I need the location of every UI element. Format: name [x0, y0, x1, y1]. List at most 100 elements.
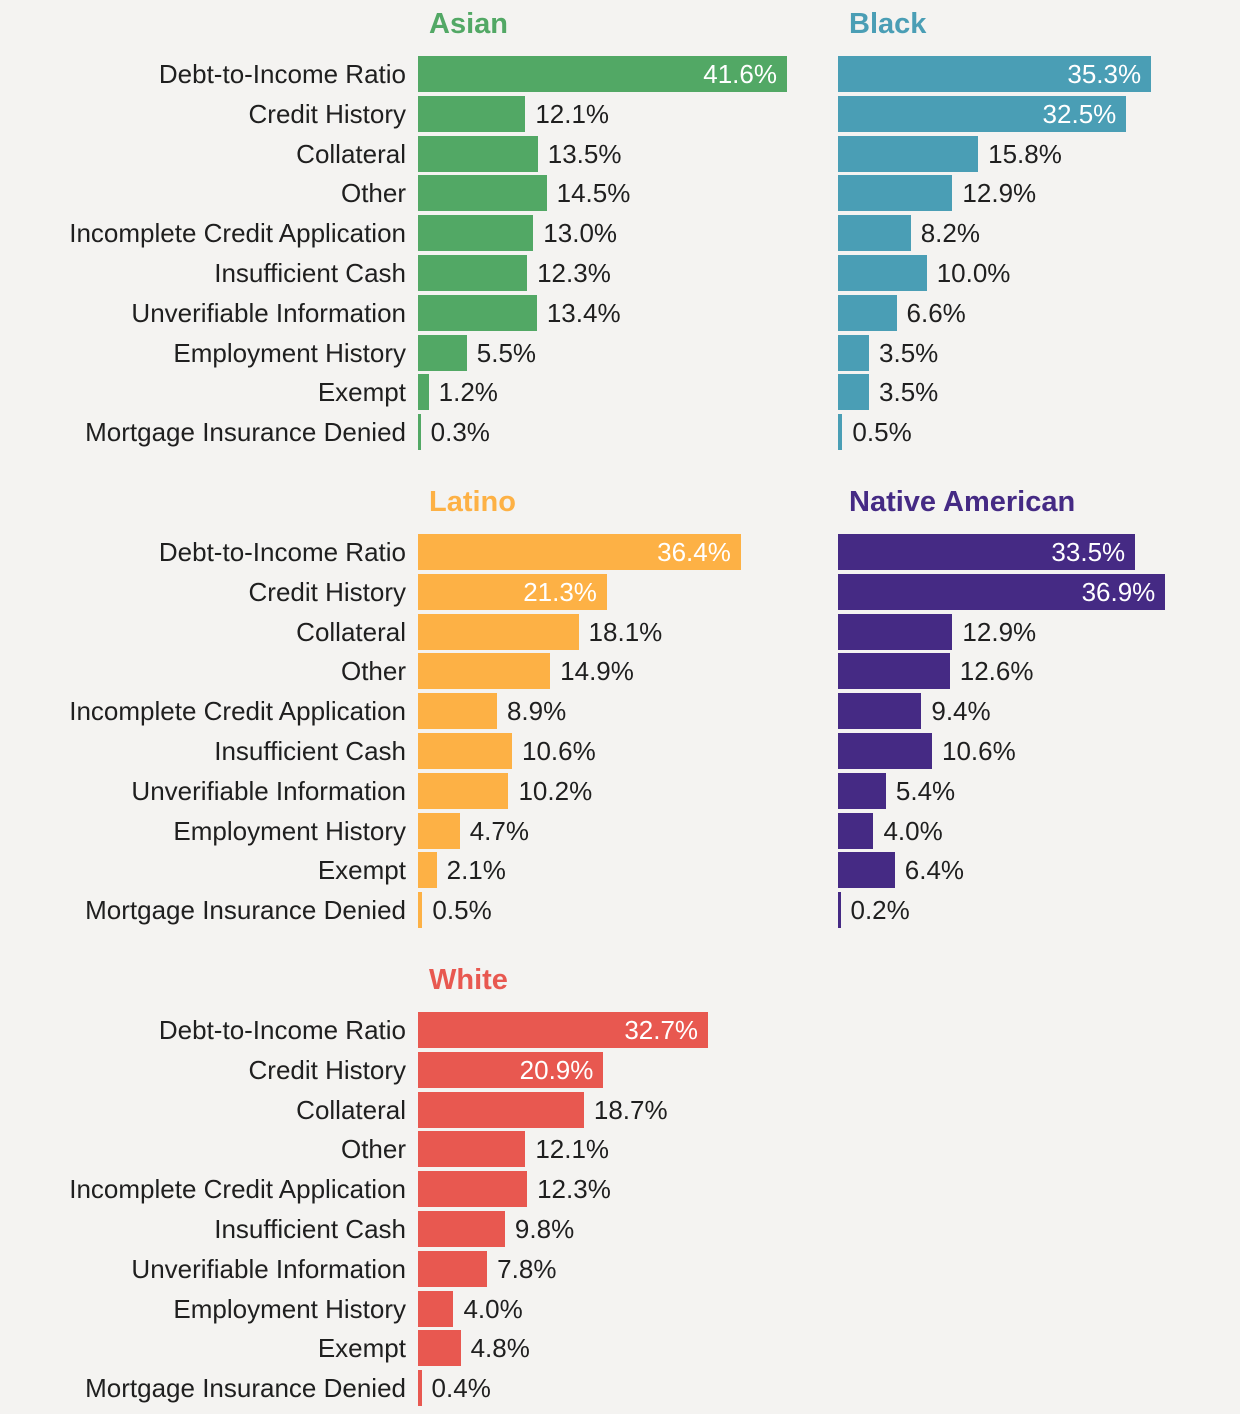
value-label: 4.8%: [470, 1333, 530, 1364]
value-label: 12.9%: [962, 616, 1037, 647]
bar: [418, 135, 538, 172]
category-label: Employment History: [173, 815, 406, 846]
panel-title: Latino: [429, 486, 516, 518]
value-label: 1.2%: [438, 377, 498, 408]
category-label: Collateral: [296, 138, 406, 169]
value-label: 10.6%: [942, 736, 1016, 766]
value-label: 2.1%: [446, 855, 506, 886]
value-label: 14.9%: [560, 656, 634, 687]
category-label: Exempt: [317, 1333, 406, 1364]
value-label: 12.3%: [537, 258, 611, 288]
value-label: 12.1%: [535, 1134, 610, 1165]
bar: [838, 772, 886, 809]
bar: [838, 294, 897, 331]
bar: [418, 215, 534, 252]
value-label: 9.4%: [931, 696, 991, 727]
category-label: Mortgage Insurance Denied: [85, 1373, 406, 1404]
panel-title: Native American: [849, 486, 1076, 518]
bar: [418, 255, 528, 291]
category-label: Unverifiable Information: [131, 775, 406, 806]
bar: [418, 892, 423, 929]
bar: [838, 653, 950, 690]
value-label: 4.7%: [469, 815, 529, 846]
value-label: 0.2%: [850, 895, 910, 926]
value-label: 7.8%: [497, 1253, 557, 1284]
category-label: Incomplete Credit Application: [69, 1174, 406, 1205]
value-label: 4.0%: [463, 1293, 523, 1324]
bar: [418, 1211, 505, 1247]
value-label: 35.3%: [1067, 59, 1142, 89]
bar: [418, 1171, 528, 1208]
value-label: 36.9%: [1081, 576, 1156, 607]
bar: [838, 613, 953, 650]
category-label: Employment History: [173, 337, 406, 368]
bar: [418, 374, 429, 411]
category-label: Exempt: [317, 855, 406, 886]
category-label: Unverifiable Information: [131, 1253, 406, 1284]
category-label: Credit History: [248, 576, 406, 607]
category-label: Unverifiable Information: [131, 297, 406, 328]
category-label: Debt-to-Income Ratio: [158, 537, 406, 567]
value-label: 5.4%: [895, 775, 956, 806]
bar: [418, 1250, 488, 1287]
bar: [838, 175, 953, 212]
bar: [418, 175, 547, 212]
bar: [418, 653, 551, 690]
bar: [418, 334, 467, 371]
category-label: Debt-to-Income Ratio: [158, 59, 406, 89]
bar: [838, 135, 979, 172]
bar: [418, 56, 787, 92]
value-label: 5.5%: [476, 337, 537, 368]
bar: [418, 534, 741, 570]
bar: [418, 414, 421, 451]
value-label: 12.1%: [535, 98, 610, 129]
bar: [418, 1330, 461, 1367]
value-label: 10.6%: [522, 736, 596, 766]
bar: [838, 573, 1166, 610]
value-label: 20.9%: [519, 1054, 594, 1085]
category-label: Insufficient Cash: [214, 258, 406, 288]
category-label: Other: [340, 656, 406, 687]
value-label: 12.3%: [537, 1174, 611, 1205]
bar: [838, 812, 874, 849]
value-label: 18.1%: [588, 616, 663, 647]
value-label: 13.4%: [546, 297, 621, 328]
category-label: Insufficient Cash: [214, 1214, 406, 1244]
category-label: Other: [340, 1134, 406, 1165]
value-label: 21.3%: [523, 576, 597, 607]
bar: [838, 414, 843, 451]
category-label: Exempt: [317, 377, 406, 408]
bar: [838, 733, 933, 769]
bar: [418, 1012, 709, 1048]
value-label: 3.5%: [879, 377, 939, 408]
category-label: Credit History: [248, 1054, 406, 1085]
value-label: 13.0%: [543, 218, 618, 249]
bar: [418, 1131, 526, 1168]
value-label: 12.6%: [959, 656, 1034, 687]
value-label: 0.5%: [852, 417, 912, 448]
value-label: 6.4%: [904, 855, 965, 886]
category-label: Debt-to-Income Ratio: [158, 1015, 406, 1045]
bar: [418, 852, 437, 889]
panel-title: Asian: [429, 8, 508, 40]
bar: [838, 255, 927, 291]
value-label: 3.5%: [879, 337, 939, 368]
bar: [838, 215, 911, 252]
bar: [418, 1290, 454, 1327]
value-label: 10.0%: [936, 258, 1011, 288]
category-label: Other: [340, 178, 406, 209]
bar: [418, 294, 537, 331]
panel-title: White: [429, 964, 508, 996]
bar: [838, 892, 841, 929]
bar: [418, 1370, 422, 1407]
category-label: Employment History: [173, 1293, 406, 1324]
value-label: 8.2%: [920, 218, 980, 249]
value-label: 32.5%: [1042, 98, 1117, 129]
value-label: 0.4%: [431, 1373, 491, 1404]
bar: [418, 613, 579, 650]
bar: [838, 56, 1152, 92]
bar: [418, 733, 513, 769]
bar: [838, 534, 1136, 570]
bar: [838, 334, 870, 371]
category-label: Mortgage Insurance Denied: [85, 417, 406, 448]
